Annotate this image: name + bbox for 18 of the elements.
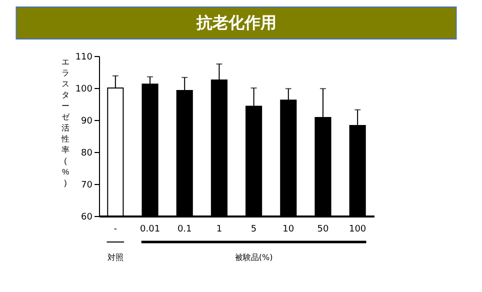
y-tick-label: 110 — [75, 52, 93, 62]
x-tick-label: 0.01 — [140, 224, 160, 234]
y-tick-label: 80 — [81, 148, 93, 158]
x-tick-label: 5 — [250, 224, 257, 234]
x-tick-label: 50 — [317, 224, 329, 234]
text: エラスターゼ活性率(%) — [62, 58, 70, 188]
text: 被験品(%) — [234, 253, 273, 262]
x-tick-label: 1 — [216, 224, 222, 234]
x-tick-label: - — [114, 224, 118, 234]
y-tick-label: 100 — [75, 84, 93, 94]
x-tick-label: 100 — [348, 224, 366, 234]
x-tick-label: 10 — [282, 224, 294, 234]
x-tick-label: 0.1 — [177, 224, 192, 234]
text: 対照 — [107, 253, 124, 262]
y-tick-label: 90 — [81, 116, 93, 126]
y-tick-label: 60 — [81, 212, 93, 222]
chart-title: 抗老化作用 — [195, 13, 276, 32]
y-tick-label: 70 — [81, 180, 93, 190]
